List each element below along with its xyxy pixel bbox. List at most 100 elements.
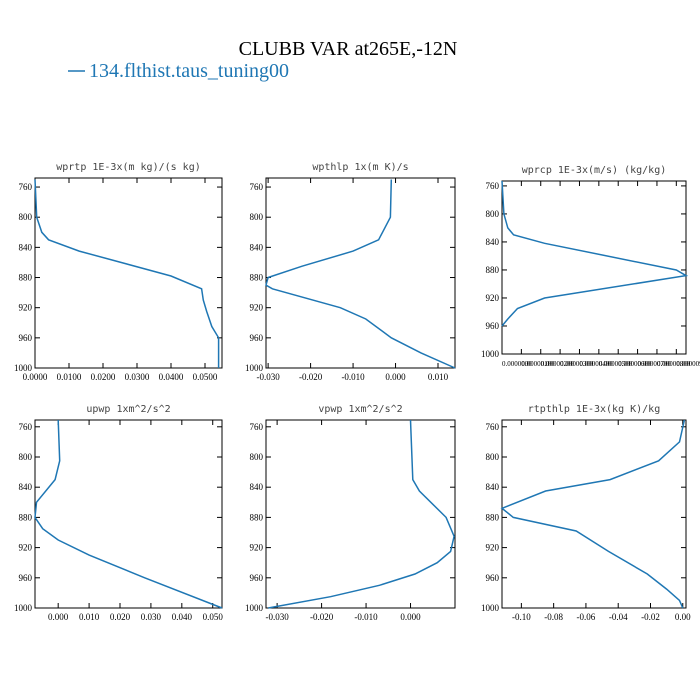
y-tick-label: 880 <box>486 512 500 522</box>
y-tick-label: 920 <box>250 303 264 313</box>
plot-frame <box>265 177 456 369</box>
y-tick-label: 760 <box>486 181 500 191</box>
x-tick-label: -0.030 <box>256 372 280 382</box>
x-tick-label: -0.020 <box>310 612 334 622</box>
x-tick-label: 0.0200 <box>91 372 116 382</box>
y-tick-label: 800 <box>486 452 500 462</box>
plot-frame <box>501 419 687 609</box>
x-tick-label: 0.000 <box>385 372 406 382</box>
y-tick-label: 840 <box>19 482 33 492</box>
plot-frame <box>501 180 687 355</box>
x-tick-label: 0.030 <box>141 612 162 622</box>
y-tick-label: 800 <box>250 452 264 462</box>
x-tick-label: -0.030 <box>265 612 289 622</box>
y-tick-label: 760 <box>19 422 33 432</box>
x-tick-label: 0.00000300 <box>560 360 594 368</box>
x-tick-label: 0.000 <box>400 612 421 622</box>
y-tick-label: 960 <box>19 333 33 343</box>
y-tick-label: 920 <box>486 293 500 303</box>
x-tick-label: -0.010 <box>354 612 378 622</box>
y-tick-label: 960 <box>19 573 33 583</box>
y-tick-label: 960 <box>486 321 500 331</box>
y-tick-label: 1000 <box>245 363 264 373</box>
plot-frame <box>265 419 456 609</box>
y-tick-label: 840 <box>250 482 264 492</box>
y-tick-label: 1000 <box>481 603 500 613</box>
y-tick-label: 840 <box>250 242 264 252</box>
x-tick-label: -0.010 <box>341 372 365 382</box>
y-tick-label: 960 <box>250 573 264 583</box>
x-tick-label: 0.0300 <box>125 372 150 382</box>
x-tick-label: 0.00000800 <box>657 360 691 368</box>
x-tick-label: 0.020 <box>110 612 131 622</box>
y-tick-label: 800 <box>250 212 264 222</box>
profile-line <box>265 179 456 369</box>
x-tick-label: -0.08 <box>544 612 563 622</box>
y-tick-label: 880 <box>486 265 500 275</box>
panel-title: rtpthlp 1E-3x(kg K)/kg <box>528 404 660 415</box>
y-tick-label: 800 <box>19 452 33 462</box>
profile-line <box>500 419 686 609</box>
x-tick-label: -0.020 <box>299 372 323 382</box>
y-tick-label: 920 <box>19 303 33 313</box>
y-tick-label: 880 <box>19 273 33 283</box>
y-tick-label: 760 <box>486 422 500 432</box>
y-tick-label: 760 <box>250 422 264 432</box>
panel-title: upwp 1xm^2/s^2 <box>86 404 170 415</box>
x-tick-label: 0.050 <box>203 612 224 622</box>
y-tick-label: 920 <box>250 543 264 553</box>
x-tick-label: -0.10 <box>512 612 531 622</box>
profile-line <box>34 179 220 368</box>
x-tick-label: 0.0400 <box>159 372 184 382</box>
x-tick-label: 0.00000100 <box>521 360 555 368</box>
y-tick-label: 960 <box>486 573 500 583</box>
plot-frame <box>34 419 223 609</box>
y-tick-label: 800 <box>19 212 33 222</box>
legend-label: 134.flthist.taus_tuning00 <box>89 60 289 82</box>
x-tick-label: 0.010 <box>79 612 100 622</box>
panel-title: vpwp 1xm^2/s^2 <box>318 404 402 415</box>
plot-frame <box>34 177 223 369</box>
x-tick-label: 0.0100 <box>57 372 82 382</box>
y-tick-label: 1000 <box>14 363 33 373</box>
x-tick-label: 0.040 <box>172 612 193 622</box>
y-tick-label: 880 <box>250 273 264 283</box>
figure-title: CLUBB VAR at265E,-12N <box>239 38 458 60</box>
y-tick-label: 760 <box>19 182 33 192</box>
x-tick-label: 0.000 <box>48 612 69 622</box>
y-tick-label: 760 <box>250 182 264 192</box>
x-tick-label: 0.00000900 <box>676 360 700 368</box>
profile-line <box>501 180 689 327</box>
panel-title: wpthlp 1x(m K)/s <box>312 162 408 173</box>
y-tick-label: 920 <box>19 543 33 553</box>
y-tick-label: 1000 <box>481 349 500 359</box>
x-tick-label: 0.00000700 <box>638 360 672 368</box>
x-tick-label: -0.06 <box>577 612 596 622</box>
panel-title: wprtp 1E-3x(m kg)/(s kg) <box>56 162 201 173</box>
x-tick-label: 0.010 <box>428 372 449 382</box>
y-tick-label: 840 <box>486 237 500 247</box>
x-tick-label: 0.0000000 <box>502 360 532 368</box>
x-tick-label: 0.00000600 <box>618 360 652 368</box>
x-tick-label: 0.0500 <box>193 372 218 382</box>
y-tick-label: 880 <box>250 512 264 522</box>
x-tick-label: -0.02 <box>641 612 660 622</box>
y-tick-label: 840 <box>19 242 33 252</box>
y-tick-label: 1000 <box>245 603 264 613</box>
profile-line <box>34 419 223 609</box>
x-tick-label: 0.00000400 <box>579 360 613 368</box>
profile-line <box>268 419 455 609</box>
x-tick-label: 0.00000500 <box>599 360 633 368</box>
x-tick-label: -0.04 <box>609 612 628 622</box>
x-tick-label: 0.00 <box>675 612 691 622</box>
y-tick-label: 920 <box>486 543 500 553</box>
y-tick-label: 960 <box>250 333 264 343</box>
x-tick-label: 0.00000200 <box>541 360 575 368</box>
y-tick-label: 840 <box>486 482 500 492</box>
x-tick-label: 0.0000 <box>23 372 48 382</box>
y-tick-label: 880 <box>19 512 33 522</box>
y-tick-label: 800 <box>486 209 500 219</box>
panel-title: wprcp 1E-3x(m/s) (kg/kg) <box>522 165 667 176</box>
y-tick-label: 1000 <box>14 603 33 613</box>
